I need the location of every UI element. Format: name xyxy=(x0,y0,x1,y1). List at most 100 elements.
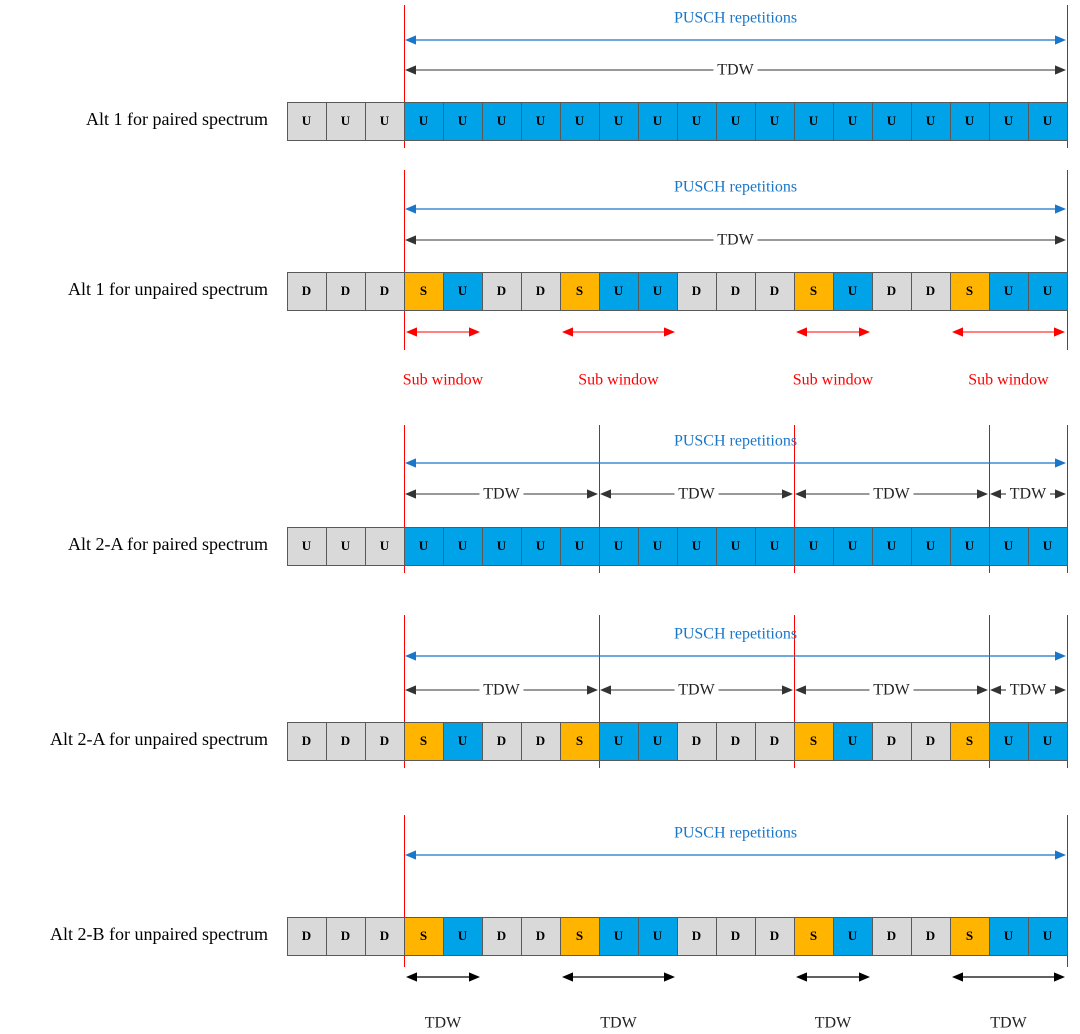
slot-label: D xyxy=(770,928,779,943)
slot-U xyxy=(521,102,561,141)
arrow-head-right xyxy=(977,685,988,695)
slot-label: D xyxy=(302,928,311,943)
slot-label: U xyxy=(1004,283,1014,298)
pusch-label: PUSCH repetitions xyxy=(674,179,797,196)
slot-D xyxy=(716,917,756,956)
slot-label: D xyxy=(926,733,935,748)
pusch-label: PUSCH repetitions xyxy=(674,626,797,643)
slot-D xyxy=(365,272,405,311)
slot-U xyxy=(326,527,366,566)
arrow-head-right xyxy=(977,489,988,499)
slot-label: U xyxy=(614,538,624,553)
slot-label: U xyxy=(575,538,585,553)
slot-D xyxy=(521,722,561,761)
slot-label: U xyxy=(848,733,858,748)
slot-label: D xyxy=(770,283,779,298)
arrow-head-right xyxy=(1054,972,1065,982)
slot-S xyxy=(560,722,600,761)
slot-D xyxy=(287,722,327,761)
slot-D xyxy=(872,917,912,956)
slot-label: U xyxy=(692,113,702,128)
arrow-head-left xyxy=(406,327,417,337)
slot-label: D xyxy=(341,733,350,748)
arrow-head-left xyxy=(562,972,573,982)
slot-label: D xyxy=(887,283,896,298)
slot-label: U xyxy=(965,113,975,128)
slot-D xyxy=(755,722,795,761)
slot-D xyxy=(482,722,522,761)
slot-D xyxy=(287,917,327,956)
slot-label: D xyxy=(887,928,896,943)
slot-label: U xyxy=(1043,283,1053,298)
arrow-head-right xyxy=(1055,235,1066,245)
slot-label: S xyxy=(966,283,973,298)
arrow-head-left xyxy=(405,65,416,75)
slot-label: U xyxy=(1004,928,1014,943)
slot-label: D xyxy=(497,283,506,298)
slot-U xyxy=(443,102,483,141)
slot-U xyxy=(404,527,444,566)
slot-U xyxy=(1028,722,1068,761)
arrow-head-left xyxy=(406,972,417,982)
slot-D xyxy=(911,272,951,311)
slot-label: U xyxy=(692,538,702,553)
slot-label: U xyxy=(848,928,858,943)
slot-U xyxy=(365,527,405,566)
pusch-label: PUSCH repetitions xyxy=(674,10,797,27)
slot-label: D xyxy=(497,733,506,748)
slot-S xyxy=(404,272,444,311)
slot-U xyxy=(443,272,483,311)
slot-label: U xyxy=(458,538,468,553)
slot-S xyxy=(560,917,600,956)
slot-label: U xyxy=(965,538,975,553)
slot-label: D xyxy=(731,733,740,748)
slot-label: D xyxy=(536,928,545,943)
arrow-head-left xyxy=(990,685,1001,695)
slot-label: U xyxy=(341,538,351,553)
slot-U xyxy=(443,527,483,566)
sub-window-label: Sub window xyxy=(793,372,874,389)
slot-label: U xyxy=(458,928,468,943)
arrow-head-right xyxy=(1055,65,1066,75)
slot-label: D xyxy=(302,283,311,298)
slot-U xyxy=(1028,917,1068,956)
slot-U xyxy=(833,527,873,566)
slot-D xyxy=(482,272,522,311)
slot-U xyxy=(638,102,678,141)
slot-U xyxy=(599,917,639,956)
slot-U xyxy=(989,102,1029,141)
arrow-head-right xyxy=(1054,327,1065,337)
slot-label: U xyxy=(302,538,312,553)
slot-U xyxy=(482,102,522,141)
slot-S xyxy=(794,272,834,311)
slot-label: S xyxy=(966,928,973,943)
tdw-label: TDW xyxy=(1010,682,1047,699)
arrow-head-right xyxy=(469,972,480,982)
slot-label: S xyxy=(420,733,427,748)
slot-label: D xyxy=(380,733,389,748)
slot-D xyxy=(482,917,522,956)
slot-U xyxy=(599,102,639,141)
tdw-label: TDW xyxy=(873,486,910,503)
row-label: Alt 1 for paired spectrum xyxy=(86,109,268,129)
arrow-head-right xyxy=(1055,458,1066,468)
row-label: Alt 2-A for unpaired spectrum xyxy=(50,729,268,749)
slot-label: U xyxy=(848,538,858,553)
slot-label: D xyxy=(770,733,779,748)
tdw-label: TDW xyxy=(717,62,754,79)
slot-U xyxy=(833,722,873,761)
arrow-head-right xyxy=(1055,685,1066,695)
tdw-label: TDW xyxy=(815,1015,852,1032)
slot-label: S xyxy=(420,283,427,298)
slot-U xyxy=(599,272,639,311)
slot-D xyxy=(287,272,327,311)
slot-U xyxy=(638,272,678,311)
tdw-label: TDW xyxy=(678,486,715,503)
slot-D xyxy=(755,917,795,956)
arrow-head-left xyxy=(600,489,611,499)
slot-label: U xyxy=(848,283,858,298)
slot-label: U xyxy=(497,538,507,553)
slot-label: U xyxy=(731,113,741,128)
slot-U xyxy=(755,527,795,566)
slot-label: D xyxy=(731,928,740,943)
